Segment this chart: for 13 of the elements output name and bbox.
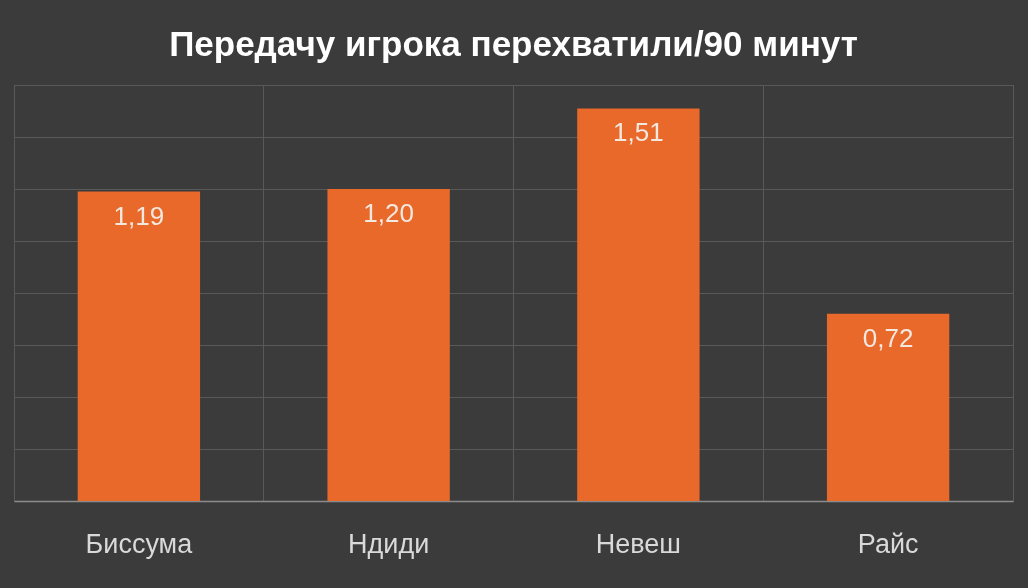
data-label: 1,20: [363, 198, 414, 228]
x-tick-label: Ндиди: [348, 528, 430, 559]
bar: [577, 108, 700, 501]
data-label: 1,51: [613, 117, 664, 148]
x-tick-label: Невеш: [595, 528, 681, 559]
bar: [77, 191, 201, 501]
bar: [327, 189, 450, 501]
data-label: 0,72: [862, 322, 914, 353]
x-tick-label: Райс: [857, 528, 919, 559]
bar: [826, 313, 950, 501]
x-tick-label: Биссума: [85, 528, 194, 559]
chart-title: Передачу игрока перехватили/90 минут: [169, 24, 858, 63]
data-label: 1,19: [113, 200, 165, 231]
